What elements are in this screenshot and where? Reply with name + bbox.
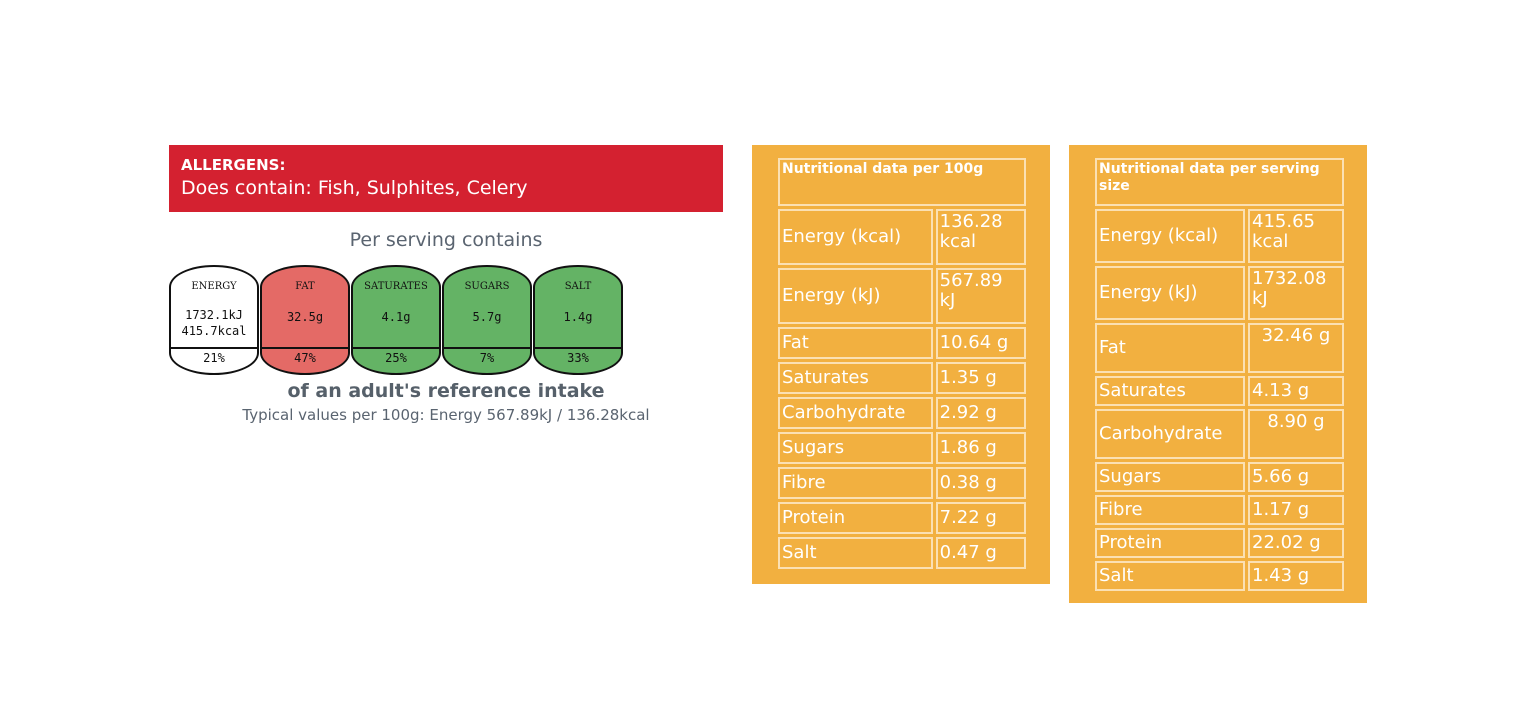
row-value: 2.92 g: [935, 397, 1026, 429]
per-serving-title: Per serving contains: [349, 229, 543, 251]
row-name: Protein: [778, 502, 933, 534]
row-name: Sugars: [778, 432, 933, 464]
allergens-heading: ALLERGENS:: [181, 156, 286, 174]
row-name: Fat: [1095, 323, 1245, 373]
traffic-light-salt: SALT 1.4g 33%: [533, 265, 623, 375]
traffic-light-fat-value: 32.5g: [286, 310, 324, 324]
traffic-light-energy-percent: 21%: [203, 351, 225, 365]
row-name: Energy (kJ): [778, 268, 933, 324]
traffic-light-saturates: SATURATES 4.1g 25%: [351, 265, 441, 375]
row-name: Salt: [1095, 561, 1245, 591]
row-name: Energy (kJ): [1095, 266, 1245, 320]
traffic-light-label: ENERGY 1732.1kJ 415.7kcal 21% FAT 32.5g …: [169, 265, 627, 377]
nutrition-table-per-100g: Nutritional data per 100g Energy (kcal) …: [752, 145, 1050, 584]
allergens-text: Does contain: Fish, Sulphites, Celery: [181, 177, 528, 199]
traffic-light-divider: [171, 347, 257, 349]
typical-values-line: Typical values per 100g: Energy 567.89kJ…: [242, 406, 650, 424]
row-value: 1.43 g: [1248, 561, 1344, 591]
row-value: 415.65 kcal: [1248, 209, 1344, 263]
traffic-light-saturates-value: 4.1g: [381, 310, 411, 324]
row-name: Fibre: [778, 467, 933, 499]
traffic-light-divider: [262, 347, 348, 349]
traffic-light-energy-value: 1732.1kJ 415.7kcal: [171, 307, 257, 339]
traffic-light-salt-percent: 33%: [567, 351, 589, 365]
traffic-light-energy-kcal: 415.7kcal: [181, 324, 247, 338]
traffic-light-fat: FAT 32.5g 47%: [260, 265, 350, 375]
traffic-light-saturates-percent: 25%: [385, 351, 407, 365]
traffic-light-divider: [353, 347, 439, 349]
row-name: Fat: [778, 327, 933, 359]
row-value: 0.38 g: [935, 467, 1026, 499]
row-value: 4.13 g: [1248, 376, 1344, 406]
row-value: 5.66 g: [1248, 462, 1344, 492]
traffic-light-sugars-label: SUGARS: [464, 281, 510, 292]
row-name: Salt: [778, 537, 933, 569]
row-name: Fibre: [1095, 495, 1245, 525]
traffic-light-fat-percent: 47%: [294, 351, 316, 365]
row-value: 8.90 g: [1248, 409, 1344, 459]
traffic-light-divider: [444, 347, 530, 349]
row-name: Energy (kcal): [1095, 209, 1245, 263]
traffic-light-fat-label: FAT: [295, 281, 315, 292]
row-value: 7.22 g: [935, 502, 1026, 534]
traffic-light-energy: ENERGY 1732.1kJ 415.7kcal 21%: [169, 265, 259, 375]
row-value: 1732.08 kJ: [1248, 266, 1344, 320]
row-name: Saturates: [1095, 376, 1245, 406]
row-name: Carbohydrate: [778, 397, 933, 429]
row-name: Energy (kcal): [778, 209, 933, 265]
row-value: 1.35 g: [935, 362, 1026, 394]
row-value: 136.28 kcal: [935, 209, 1026, 265]
row-value: 22.02 g: [1248, 528, 1344, 558]
row-value: 1.17 g: [1248, 495, 1344, 525]
traffic-light-energy-label: ENERGY: [191, 281, 237, 292]
traffic-light-salt-label: SALT: [564, 281, 592, 292]
traffic-light-divider: [535, 347, 621, 349]
row-value: 1.86 g: [935, 432, 1026, 464]
table-title: Nutritional data per 100g: [778, 158, 1026, 206]
traffic-light-salt-value: 1.4g: [563, 310, 593, 324]
allergens-banner: ALLERGENS: Does contain: Fish, Sulphites…: [169, 145, 723, 212]
nutrition-table-per-serving: Nutritional data per serving size Energy…: [1069, 145, 1367, 603]
row-name: Saturates: [778, 362, 933, 394]
row-value: 32.46 g: [1248, 323, 1344, 373]
traffic-light-sugars-percent: 7%: [479, 351, 495, 365]
row-value: 0.47 g: [935, 537, 1026, 569]
row-value: 10.64 g: [935, 327, 1026, 359]
traffic-light-saturates-label: SATURATES: [364, 281, 428, 292]
row-name: Carbohydrate: [1095, 409, 1245, 459]
row-name: Sugars: [1095, 462, 1245, 492]
traffic-light-sugars-value: 5.7g: [472, 310, 502, 324]
traffic-light-sugars: SUGARS 5.7g 7%: [442, 265, 532, 375]
traffic-light-energy-kj: 1732.1kJ: [185, 308, 243, 322]
table-title: Nutritional data per serving size: [1095, 158, 1344, 206]
reference-intake-caption: of an adult's reference intake: [287, 380, 605, 402]
row-name: Protein: [1095, 528, 1245, 558]
row-value: 567.89 kJ: [935, 268, 1026, 324]
